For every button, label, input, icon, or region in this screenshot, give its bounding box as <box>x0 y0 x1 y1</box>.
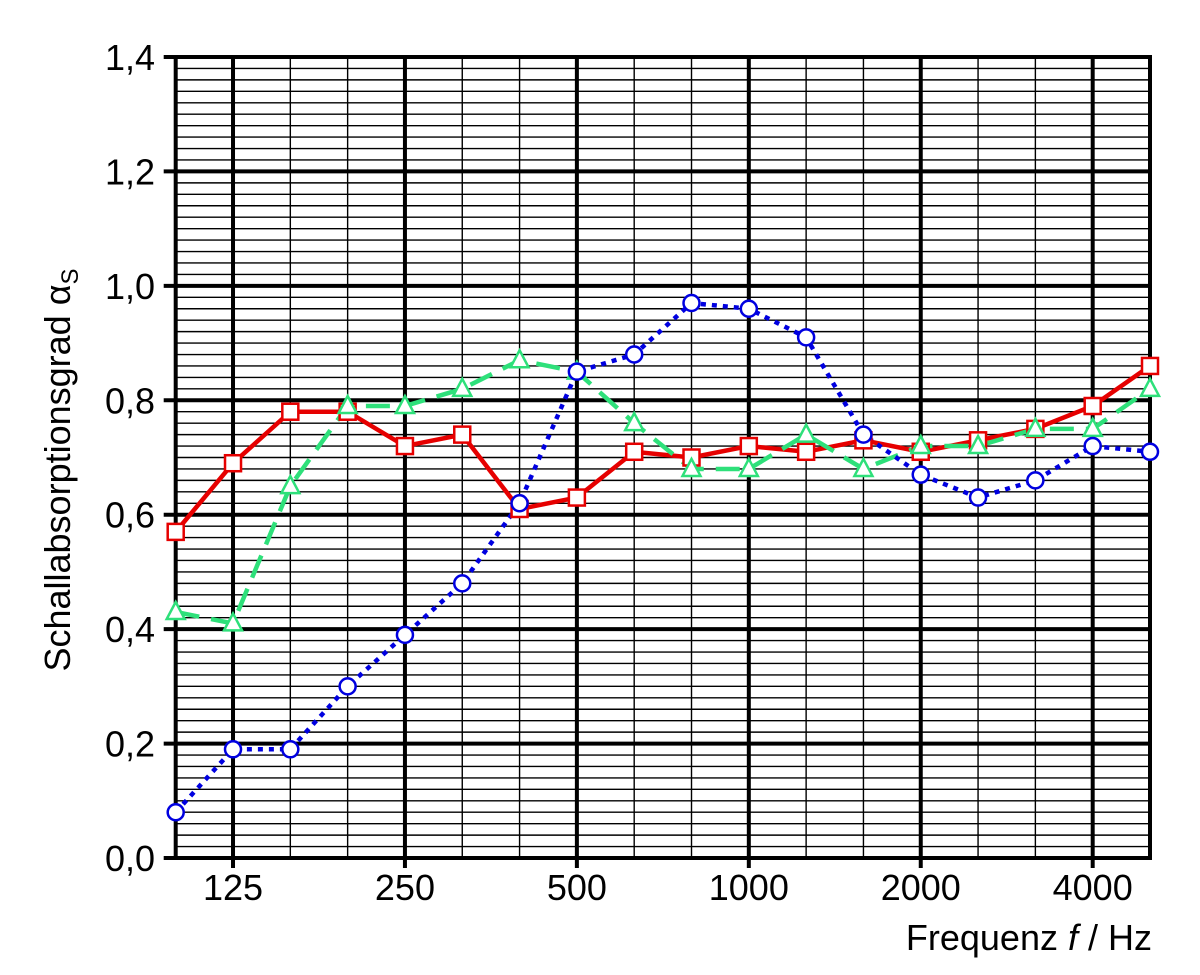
marker-triangle <box>336 393 359 415</box>
y-tick-label: 0,0 <box>105 838 155 879</box>
x-tick-label: 500 <box>547 867 607 908</box>
y-label-text: Schallabsorptionsgrad α <box>37 284 78 671</box>
marker-circle <box>682 293 701 313</box>
x-label-variable: f <box>1068 917 1082 958</box>
marker-circle <box>1083 436 1102 456</box>
marker-square <box>567 488 587 507</box>
y-tick-label: 1,0 <box>105 266 155 307</box>
marker-triangle <box>1081 416 1104 438</box>
marker-circle <box>854 425 873 444</box>
marker-triangle <box>623 410 646 432</box>
marker-square <box>1140 356 1160 376</box>
marker-circle <box>911 465 931 484</box>
marker-square <box>739 436 759 456</box>
marker-square <box>796 442 816 462</box>
marker-triangle <box>221 610 245 632</box>
x-tick-label: 125 <box>203 867 263 908</box>
marker-triangle <box>393 393 417 415</box>
y-tick-label: 0,8 <box>105 380 155 421</box>
x-tick-label: 1000 <box>709 867 789 908</box>
marker-triangle <box>795 421 818 443</box>
y-tick-label: 1,4 <box>105 37 155 78</box>
marker-triangle <box>966 433 990 455</box>
marker-circle <box>166 802 185 822</box>
series-line <box>175 357 1152 626</box>
marker-circle <box>338 677 357 696</box>
marker-circle <box>739 299 759 318</box>
marker-square <box>1083 396 1102 416</box>
x-axis-label: Frequenz f / Hz <box>906 917 1152 958</box>
marker-triangle <box>680 456 703 478</box>
marker-square <box>281 402 300 421</box>
x-label-text: Frequenz <box>906 917 1058 958</box>
marker-circle <box>624 345 644 364</box>
y-tick-label: 0,4 <box>105 609 155 650</box>
marker-triangle <box>909 433 932 455</box>
y-axis-label: Schallabsorptionsgrad αS <box>37 268 84 671</box>
marker-triangle <box>1138 376 1162 398</box>
marker-square <box>453 425 472 444</box>
y-label-subscript: S <box>57 268 84 284</box>
marker-triangle <box>852 456 875 478</box>
marker-circle <box>223 740 243 759</box>
marker-circle <box>453 574 472 593</box>
marker-circle <box>796 328 816 347</box>
marker-square <box>624 442 644 462</box>
marker-circle <box>1140 442 1160 462</box>
marker-square <box>223 453 243 473</box>
marker-circle <box>567 362 587 381</box>
marker-circle <box>968 488 988 507</box>
marker-circle <box>395 625 415 645</box>
marker-circle <box>1026 471 1045 490</box>
y-tick-label: 0,6 <box>105 495 155 536</box>
marker-square <box>395 436 415 456</box>
x-tick-label: 2000 <box>881 867 961 908</box>
marker-circle <box>510 494 529 513</box>
marker-triangle <box>1024 416 1047 438</box>
y-tick-label: 1,2 <box>105 151 155 192</box>
marker-triangle <box>508 347 531 369</box>
marker-triangle <box>279 473 302 495</box>
marker-triangle <box>737 456 760 478</box>
x-tick-label: 250 <box>375 867 435 908</box>
marker-circle <box>281 740 300 759</box>
series-line <box>174 300 1151 814</box>
marker-triangle <box>164 599 187 621</box>
y-tick-label: 0,2 <box>105 724 155 765</box>
marker-square <box>166 522 185 542</box>
x-tick-label: 4000 <box>1053 867 1133 908</box>
marker-triangle <box>451 376 474 398</box>
x-label-unit: / Hz <box>1088 917 1152 958</box>
